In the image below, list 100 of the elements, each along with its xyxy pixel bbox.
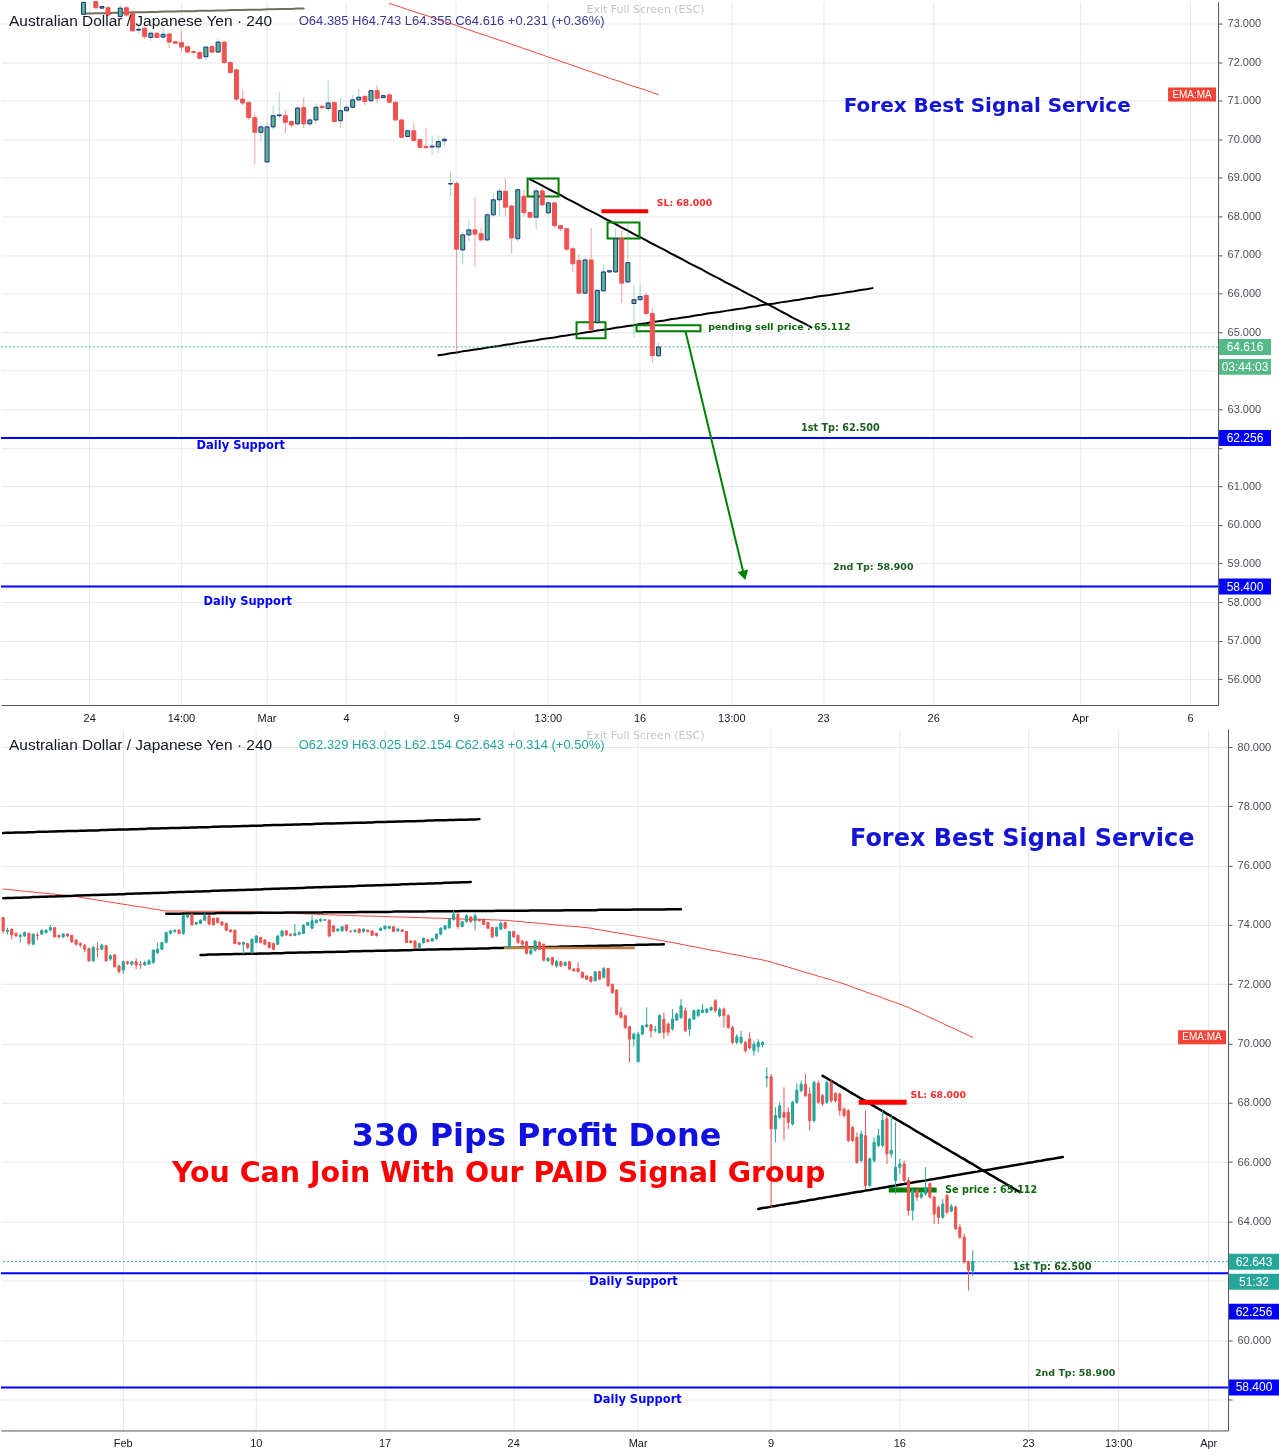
y-tick-label: 57.000: [1227, 634, 1262, 647]
annotation: pending sell price : 65.112: [708, 321, 851, 333]
line-series: [1, 817, 481, 835]
y-tick-label: 76.000: [1237, 859, 1272, 872]
candlestick: [786, 1106, 790, 1130]
candlestick: [838, 1091, 842, 1117]
x-tick-label: 17: [378, 1436, 392, 1449]
line-series: [199, 942, 666, 957]
x-tick-label: 23: [817, 711, 830, 724]
x-tick-label: 13:00: [1104, 1436, 1133, 1449]
annotation: SL: 68.000: [910, 1088, 967, 1100]
candlestick: [825, 1080, 829, 1105]
ref-line-label: 58.400: [1226, 579, 1264, 594]
y-tick-label: 78.000: [1237, 799, 1272, 812]
candlestick: [353, 928, 357, 934]
ref-line-label: 62.256: [1235, 1304, 1273, 1319]
annotation: Exit Full Screen (ESC): [586, 2, 705, 16]
y-tick-label: 66.000: [1237, 1155, 1272, 1168]
y-tick-label: 73.000: [1227, 17, 1262, 30]
line-series: [1, 880, 473, 900]
candlestick: [293, 923, 297, 937]
candlestick: [915, 1186, 919, 1202]
candlestick: [670, 1008, 675, 1032]
y-tick-label: 58.000: [1227, 595, 1262, 608]
candlestick: [576, 961, 580, 973]
annotation: Daily Support: [589, 1273, 679, 1288]
y-tick-label: 74.000: [1237, 918, 1272, 931]
line-series: [2, 888, 974, 1038]
annotation: You Can Join With Our PAID Signal Group: [170, 1155, 826, 1189]
x-tick-label: Mar: [257, 711, 277, 724]
y-tick-label: 69.000: [1227, 171, 1262, 184]
annotation: 2nd Tp: 58.900: [833, 561, 914, 573]
y-tick-label: 72.000: [1237, 977, 1272, 990]
candlestick: [773, 1106, 777, 1143]
candlestick: [829, 1078, 833, 1104]
candlestick: [911, 1186, 915, 1222]
annotation: Forex Best Signal Service: [849, 823, 1195, 852]
candlestick: [662, 1011, 666, 1040]
text: EMA:MA: [1172, 88, 1213, 100]
y-tick-label: 70.000: [1237, 1037, 1272, 1050]
annotation: Daily Support: [203, 594, 293, 609]
y-tick-label: 68.000: [1227, 209, 1262, 222]
candlestick: [816, 1080, 820, 1105]
text: 03:44:03: [1221, 359, 1269, 374]
candlestick: [473, 912, 477, 931]
candlestick: [765, 1066, 769, 1088]
y-tick-label: 68.000: [1237, 1096, 1272, 1109]
y-tick-label: 60.000: [1237, 1333, 1272, 1346]
x-tick-label: 9: [453, 711, 460, 724]
chart-title: Australian Dollar / Japanese Yen · 240: [8, 735, 273, 753]
y-tick-label: 59.000: [1227, 556, 1262, 569]
x-tick-label: 26: [927, 711, 940, 724]
annotation: 2nd Tp: 58.900: [1034, 1367, 1116, 1379]
y-tick-label: 72.000: [1227, 55, 1262, 68]
x-tick-label: Apr: [1200, 1436, 1218, 1449]
y-tick-label: 65.000: [1227, 325, 1262, 338]
candlestick: [722, 1006, 726, 1029]
x-tick-label: 13:00: [718, 711, 746, 724]
x-tick-label: Mar: [628, 1436, 648, 1449]
candlestick: [782, 1086, 786, 1141]
ref-line-label: 58.400: [1235, 1380, 1273, 1395]
annotation: 330 Pips Profit Done: [351, 1115, 722, 1154]
annotation: 1st Tp: 62.500: [1012, 1260, 1092, 1272]
x-tick-label: 16: [633, 711, 647, 724]
y-tick-label: 56.000: [1227, 672, 1262, 685]
x-tick-label: 14:00: [167, 711, 196, 724]
text: EMA:MA: [1182, 1031, 1223, 1043]
annotation: Forex Best Signal Service: [843, 93, 1131, 118]
text: 51:32: [1239, 1274, 1270, 1289]
x-tick-label: 9: [768, 1436, 775, 1449]
candlestick: [649, 1023, 653, 1039]
ref-line-label: 62.256: [1226, 430, 1264, 445]
annotation: SL: 68.000: [656, 197, 713, 209]
y-tick-label: 66.000: [1227, 287, 1262, 300]
x-tick-label: Feb: [113, 1436, 133, 1449]
x-tick-label: 16: [893, 1436, 906, 1449]
annotation: Daily Support: [196, 438, 286, 453]
ref-line-label: 62.643: [1235, 1254, 1273, 1269]
x-tick-label: 23: [1022, 1436, 1035, 1449]
candlestick: [658, 1013, 662, 1035]
candlestick: [739, 1030, 743, 1045]
x-tick-label: 4: [343, 711, 350, 724]
y-tick-label: 80.000: [1237, 740, 1272, 753]
y-tick-label: 71.000: [1227, 94, 1262, 107]
candlestick: [941, 1198, 945, 1220]
candlestick: [181, 914, 185, 936]
text: Australian Dollar / Japanese Yen · 240: [8, 11, 273, 29]
candlestick: [679, 998, 683, 1020]
y-tick-label: 64.000: [1237, 1214, 1272, 1227]
x-tick-label: Apr: [1071, 711, 1090, 724]
annotation: 1st Tp: 62.500: [801, 422, 880, 434]
y-tick-label: 70.000: [1227, 132, 1262, 145]
x-tick-label: 6: [1187, 711, 1194, 724]
candlestick: [945, 1193, 949, 1215]
x-tick-label: 10: [250, 1436, 263, 1449]
candlestick: [134, 957, 138, 970]
candlestick: [889, 1113, 893, 1158]
y-tick-label: 63.000: [1227, 402, 1262, 415]
candlestick: [683, 1006, 687, 1033]
candlestick: [752, 1040, 756, 1057]
